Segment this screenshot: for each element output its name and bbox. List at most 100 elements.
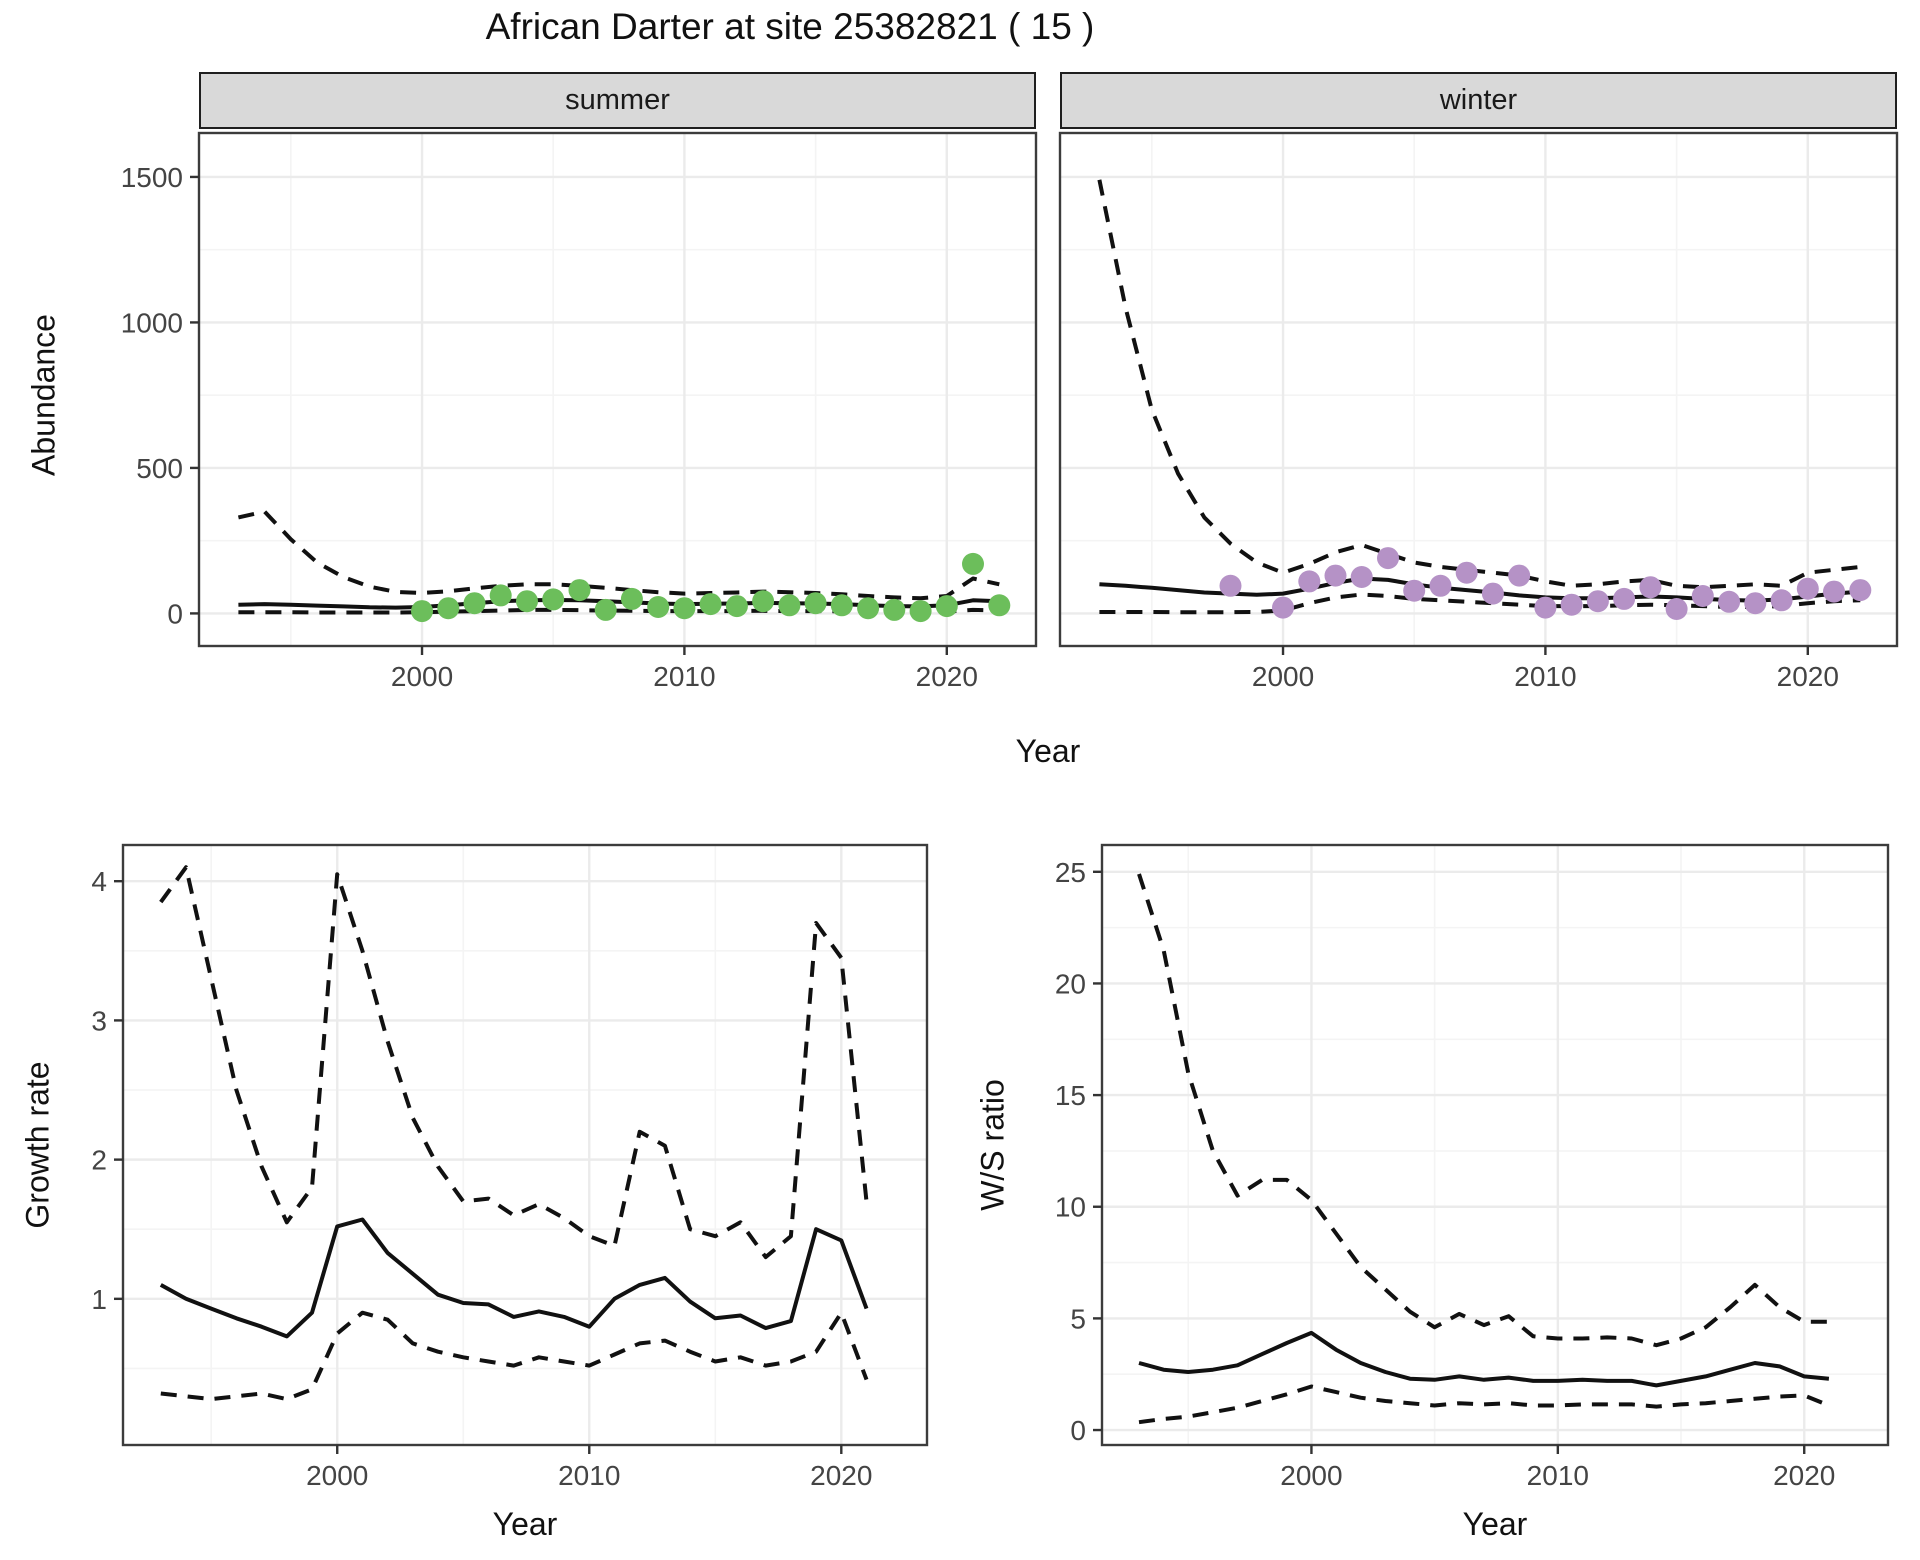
- winter-observation-point: [1219, 574, 1242, 597]
- ws-ratio-upper-ci-line: [1137, 873, 1829, 1348]
- summer-y-tick-label: 1000: [121, 307, 183, 338]
- ws-ratio-x-tick-label: 2010: [1527, 1460, 1589, 1491]
- summer-observation-point: [857, 597, 880, 620]
- winter-observation-point: [1508, 564, 1531, 587]
- summer-observation-point: [804, 592, 827, 615]
- summer-observation-point: [962, 552, 984, 575]
- winter-observation-point: [1429, 574, 1452, 597]
- summer-y-tick-label: 0: [167, 598, 183, 629]
- summer-panel-bg: [199, 133, 1036, 646]
- winter-upper-ci-line: [1097, 179, 1861, 590]
- ws-ratio-lower-ci-line: [1138, 1384, 1830, 1425]
- winter-x-tick-label: 2010: [1514, 661, 1576, 692]
- summer-x-tick-label: 2010: [653, 661, 715, 692]
- ws-ratio-y-tick-label: 5: [1070, 1303, 1086, 1334]
- winter-observation-point: [1481, 582, 1504, 605]
- growth-rate-panel-border: [121, 843, 929, 1447]
- winter-panel: 2000 2010 2020: [1058, 131, 1899, 692]
- winter-x-tick-label: 2020: [1777, 661, 1839, 692]
- growth-rate-x-tick-label: 2010: [558, 1460, 620, 1491]
- ws-ratio-axis-title: W/S ratio: [974, 1079, 1011, 1211]
- abundance-axis-title: Abundance: [25, 314, 62, 476]
- summer-observation-point: [988, 594, 1011, 617]
- winter-panel-bg: [1060, 133, 1897, 646]
- growth-rate-lower-ci-line: [160, 1310, 869, 1402]
- growth-rate-y-tick-label: 4: [91, 866, 107, 897]
- ws-ratio-y-tick-label: 0: [1070, 1415, 1086, 1446]
- ws-ratio-y-tick-label: 20: [1055, 968, 1086, 999]
- winter-observation-point: [1403, 579, 1426, 602]
- ws-ratio-series: [1137, 873, 1830, 1425]
- winter-observation-point: [1639, 576, 1662, 599]
- winter-observation-point: [1586, 590, 1609, 613]
- summer-observation-point: [883, 598, 906, 621]
- winter-observation-point: [1377, 547, 1399, 570]
- summer-y-tick-label: 500: [136, 453, 183, 484]
- summer-observation-point: [699, 593, 722, 616]
- summer-observation-point: [830, 594, 853, 617]
- summer-observation-point: [620, 587, 643, 610]
- summer-x-tick-label: 2020: [916, 661, 978, 692]
- facet-strip-summer: summer: [199, 72, 1036, 129]
- winter-observation-point: [1796, 577, 1819, 600]
- facet-strip-winter-label: winter: [1439, 84, 1518, 116]
- summer-observation-point: [647, 596, 670, 618]
- summer-observation-point: [752, 590, 775, 613]
- winter-observation-point: [1691, 585, 1714, 607]
- summer-observation-point: [489, 584, 512, 607]
- growth-rate-x-tick-label: 2000: [306, 1460, 368, 1491]
- growth-rate-panel-bg: [123, 845, 927, 1445]
- winter-observation-point: [1298, 570, 1321, 593]
- growth-rate-series: [159, 865, 869, 1402]
- figure-title: African Darter at site 25382821 ( 15 ): [485, 6, 1095, 47]
- winter-panel-border: [1058, 131, 1899, 648]
- summer-observation-point: [909, 600, 932, 623]
- ws-ratio-fit-line: [1138, 1330, 1830, 1388]
- summer-observation-point: [411, 600, 433, 623]
- growth-rate-y-tick-label: 1: [91, 1284, 107, 1315]
- summer-panel: 2000 2010 2020 0 500 1000 1500: [121, 131, 1038, 692]
- winter-x-tick-label: 2000: [1252, 661, 1314, 692]
- facet-strip-summer-label: summer: [565, 84, 670, 116]
- summer-observation-point: [778, 594, 801, 617]
- growth-rate-y-tick-label: 2: [91, 1145, 107, 1176]
- top-year-axis-title: Year: [1015, 733, 1081, 769]
- ws-year-axis-title: Year: [1462, 1506, 1528, 1542]
- summer-panel-border: [197, 131, 1038, 648]
- winter-observation-point: [1272, 596, 1294, 619]
- ws-ratio-x-tick-label: 2000: [1280, 1460, 1342, 1491]
- winter-series: [1097, 179, 1872, 620]
- growth-rate-fit-line: [159, 1217, 869, 1339]
- winter-observation-point: [1770, 589, 1793, 612]
- winter-observation-point: [1613, 587, 1636, 610]
- winter-observation-point: [1823, 580, 1845, 603]
- ws-ratio-panel-border: [1100, 843, 1890, 1447]
- summer-series: [237, 509, 1011, 623]
- growth-rate-axis-title: Growth rate: [19, 1061, 56, 1229]
- winter-observation-point: [1849, 579, 1872, 602]
- ws-ratio-panel-bg: [1102, 845, 1888, 1445]
- summer-observation-point: [542, 588, 565, 611]
- ws-ratio-y-tick-label: 25: [1055, 857, 1086, 888]
- growth-rate-upper-ci-line: [159, 865, 869, 1260]
- ws-ratio-panel: 2000 2010 2020 0 5 10 15 20 25: [1055, 843, 1890, 1491]
- ws-ratio-x-tick-label: 2020: [1773, 1460, 1835, 1491]
- growth-year-axis-title: Year: [492, 1506, 558, 1542]
- summer-observation-point: [568, 579, 591, 602]
- summer-observation-point: [673, 597, 696, 620]
- summer-observation-point: [594, 598, 617, 621]
- summer-observation-point: [935, 595, 958, 618]
- winter-observation-point: [1718, 590, 1741, 613]
- summer-x-tick-label: 2000: [391, 661, 453, 692]
- summer-observation-point: [437, 597, 460, 620]
- summer-upper-ci-line: [237, 509, 1000, 601]
- winter-observation-point: [1744, 592, 1767, 615]
- winter-observation-point: [1665, 598, 1688, 620]
- winter-observation-point: [1560, 593, 1583, 616]
- ws-ratio-y-tick-label: 15: [1055, 1080, 1086, 1111]
- winter-observation-point: [1324, 564, 1347, 587]
- facet-strip-winter: winter: [1060, 72, 1897, 129]
- growth-rate-panel: 2000 2010 2020 1 2 3 4: [91, 843, 929, 1491]
- summer-observation-point: [725, 595, 748, 618]
